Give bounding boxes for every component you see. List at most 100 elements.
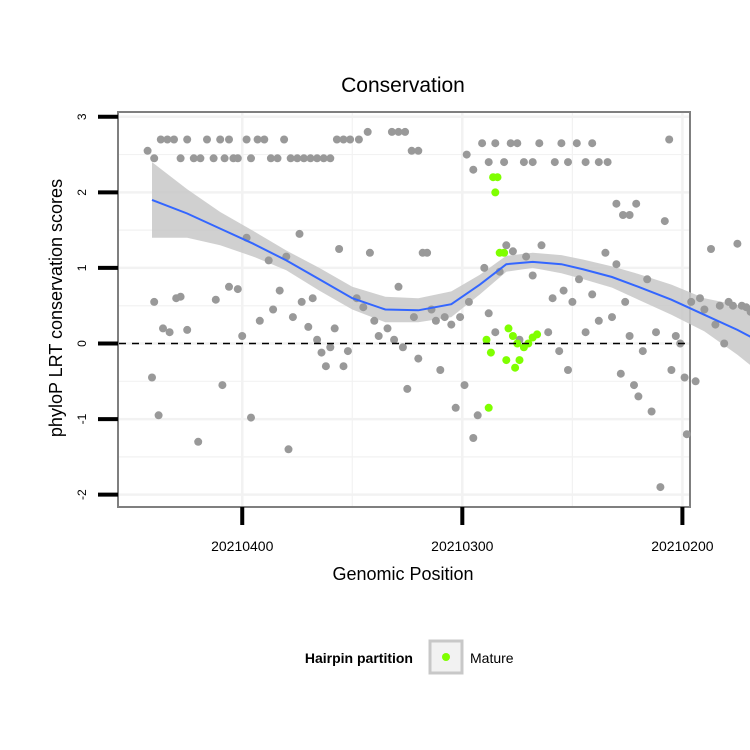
mature-point	[533, 330, 542, 339]
other-point	[165, 328, 174, 337]
other-point	[687, 297, 696, 306]
other-point	[700, 305, 709, 314]
other-point	[451, 403, 460, 412]
x-tick-label: 20210400	[211, 538, 274, 554]
other-point	[225, 282, 233, 291]
other-point	[260, 135, 269, 144]
other-point	[387, 127, 396, 136]
other-point	[612, 260, 621, 269]
legend-key-box	[428, 639, 464, 675]
other-point	[176, 154, 185, 163]
other-point	[469, 165, 478, 174]
mature-point	[482, 335, 491, 344]
smooth-trend-line	[151, 198, 750, 338]
other-point	[500, 158, 509, 167]
other-point	[183, 135, 192, 144]
other-point	[295, 229, 304, 238]
other-point	[559, 286, 568, 295]
other-point	[403, 384, 412, 393]
other-point	[196, 154, 205, 163]
other-point	[568, 297, 577, 306]
other-point	[163, 135, 172, 144]
other-point	[519, 158, 528, 167]
other-point	[707, 245, 715, 253]
other-point	[326, 343, 335, 352]
other-point	[491, 139, 500, 148]
other-point	[335, 245, 344, 253]
y-tick-label: 0	[75, 340, 89, 347]
mature-point	[491, 188, 500, 197]
other-point	[308, 294, 317, 303]
other-point	[619, 211, 627, 219]
other-point	[643, 275, 652, 284]
chart-title: Conservation	[341, 74, 465, 97]
other-point	[550, 158, 559, 167]
other-point	[588, 290, 597, 299]
other-point	[321, 362, 330, 371]
other-point	[370, 316, 379, 325]
other-point	[332, 135, 341, 144]
other-point	[621, 297, 630, 306]
mature-point	[500, 248, 509, 257]
other-point	[555, 347, 564, 356]
y-axis-label: phyloP LRT conservation scores	[46, 179, 66, 437]
other-point	[253, 135, 262, 144]
other-point	[407, 146, 416, 155]
other-point	[143, 146, 152, 155]
other-point	[359, 303, 368, 312]
other-point	[513, 139, 522, 148]
other-point	[616, 369, 625, 378]
other-point	[299, 154, 308, 163]
other-point	[266, 154, 275, 163]
other-point	[638, 347, 647, 356]
mature-point	[515, 356, 524, 365]
other-point	[608, 313, 616, 322]
other-point	[691, 377, 700, 386]
other-point	[394, 282, 403, 291]
other-point	[247, 154, 255, 163]
other-point	[317, 348, 326, 357]
other-point	[326, 154, 335, 163]
other-point	[288, 313, 297, 322]
other-point	[211, 295, 220, 304]
other-point	[462, 150, 471, 159]
other-point	[339, 135, 348, 144]
legend-title: Hairpin partition	[305, 650, 413, 666]
mature-point	[486, 348, 495, 357]
other-point	[218, 381, 227, 390]
x-tick-label: 20210300	[431, 538, 494, 554]
other-point	[363, 127, 372, 136]
other-point	[354, 135, 363, 144]
other-point	[339, 362, 348, 371]
other-point	[715, 301, 724, 310]
other-point	[233, 154, 242, 163]
other-point	[343, 347, 352, 356]
other-point	[588, 139, 597, 148]
other-point	[647, 407, 656, 416]
other-point	[680, 373, 689, 382]
mature-point	[504, 324, 513, 333]
legend-mature-marker	[442, 653, 450, 661]
other-point	[528, 271, 537, 280]
other-point	[390, 335, 399, 344]
y-axis: -2 -1 0 1 2 3	[75, 113, 118, 500]
other-point	[233, 285, 242, 294]
other-point	[508, 247, 517, 256]
data-points	[143, 127, 750, 492]
other-point	[656, 483, 665, 492]
other-point	[304, 322, 313, 331]
mature-point	[502, 356, 511, 365]
other-point	[480, 263, 489, 272]
other-point	[660, 217, 669, 226]
other-point	[255, 316, 264, 325]
other-point	[374, 332, 383, 340]
y-tick-label: 1	[75, 264, 89, 271]
x-axis: 20210400 20210300 20210200	[211, 507, 714, 554]
other-point	[667, 366, 676, 374]
other-point	[156, 135, 165, 144]
other-point	[632, 199, 641, 208]
other-point	[346, 135, 355, 144]
other-point	[440, 313, 449, 322]
legend: Hairpin partition Mature	[305, 639, 514, 675]
